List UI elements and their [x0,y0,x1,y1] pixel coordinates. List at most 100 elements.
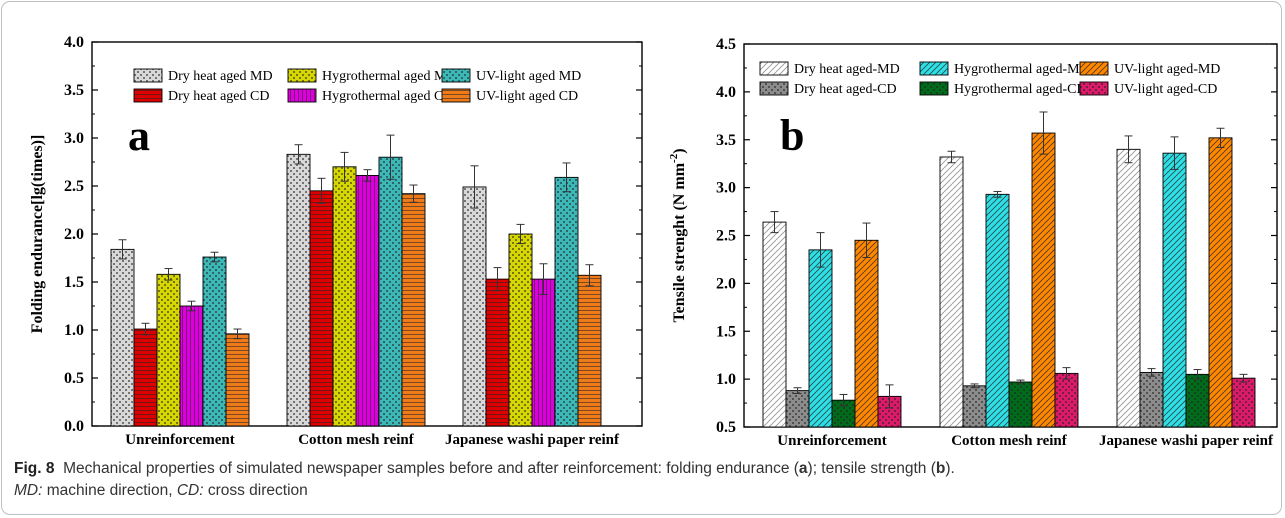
y-tick-label: 1.5 [716,323,736,340]
legend-entry: Dry heat aged MD [168,69,273,84]
legend-entry: UV-light aged-CD [1114,82,1217,97]
x-category-label: Unreinforcement [125,432,234,448]
legend-entry: Hygrothermal aged CD [322,89,453,104]
bar [808,249,833,428]
bar [1054,372,1079,428]
legend-entry: Hygrothermal aged-CD [954,82,1087,97]
y-tick-label: 0.5 [64,370,84,387]
y-tick-label: 1.0 [716,371,736,388]
caption-bold-a: a [798,460,808,477]
caption-figure-label: Fig. 8 [14,460,55,477]
bar [309,190,334,427]
bar [531,278,556,427]
legend-entry: Hygrothermal aged MD [322,69,457,84]
y-tick-label: 0.0 [64,418,84,435]
legend-entry: Dry heat aged-CD [794,82,897,97]
y-tick-label: 3.0 [64,130,84,147]
y-tick-label: 2.0 [716,275,736,292]
caption-text-2: ); tensile strength ( [807,460,936,477]
caption-bold-b: b [935,460,946,477]
bar [1116,148,1141,428]
caption-text-3: ). [945,460,955,477]
y-tick-label: 3.5 [64,82,84,99]
legend-entry: UV-light aged-MD [1114,62,1220,77]
y-tick-label: 2.5 [716,228,736,245]
figure-caption: Fig. 8 Mechanical properties of simulate… [14,458,1274,502]
bar [401,193,426,427]
caption-cd-text: cross direction [203,482,308,499]
y-tick-label: 1.0 [64,322,84,339]
bar [202,256,227,427]
bar [462,186,487,427]
y-tick-label: 0.5 [716,419,736,436]
panel-label: b [780,111,804,160]
legend-swatch [759,81,789,96]
y-tick-label: 4.5 [716,36,736,53]
bar [508,233,533,427]
legend-swatch [287,88,317,103]
chart-b-tensile-strength: 0.5 1.0 1.5 2.0 2.5 3.0 3.5 4.0 4.5 Tensile stren… [668,36,1278,449]
bar [179,305,204,427]
y-tick-label: 3.5 [716,132,736,149]
y-tick-label: 2.0 [64,226,84,243]
y-axis-label: Tensile strenght (N mm-2) [668,148,688,322]
bar [355,174,380,427]
bar [939,156,964,428]
legend-entry: Hygrothermal aged-MD [954,62,1090,77]
bar [1031,132,1056,428]
legend-swatch [1079,81,1109,96]
bar [854,239,879,428]
legend-entry: UV-light aged CD [476,89,578,104]
bar [762,221,787,428]
chart-a-folding-endurance: 0.0 0.5 1.0 1.5 2.0 2.5 3.0 3.5 4.0 Folding endur… [29,34,643,448]
legend-entry: Dry heat aged CD [168,89,269,104]
bar [962,385,987,428]
panel-label: a [128,111,150,160]
bar [1139,371,1164,428]
y-tick-label: 4.0 [716,84,736,101]
legend-swatch [919,81,949,96]
bar [1208,137,1233,428]
legend-swatch [133,88,163,103]
legend-swatch [133,68,163,83]
caption-cd-abbr: CD: [176,482,204,499]
x-category-label: Japanese washi paper reinf [1099,433,1274,449]
legend-entry: UV-light aged MD [476,69,581,84]
y-tick-label: 3.0 [716,180,736,197]
bar [378,156,403,427]
x-category-label: Unreinforcement [777,433,886,449]
x-category-label: Cotton mesh reinf [298,432,415,448]
bar [156,273,181,427]
legend-swatch [287,68,317,83]
y-tick-label: 4.0 [64,34,84,51]
legend-swatch [1079,61,1109,76]
bar [286,153,311,427]
bar [1162,152,1187,428]
bar [485,278,510,427]
bar [554,176,579,427]
caption-text-1: Mechanical properties of simulated newsp… [63,460,799,477]
bar [985,193,1010,428]
legend-swatch [441,88,471,103]
bar [1008,381,1033,428]
bar [332,166,357,427]
bar [225,333,250,427]
legend-swatch [441,68,471,83]
bar [1185,373,1210,428]
bar [110,248,135,427]
legend-entry: Dry heat aged-MD [794,62,900,77]
bar [577,274,602,427]
bar [785,390,810,428]
caption-md-text: machine direction, [42,482,177,499]
legend-swatch [759,61,789,76]
y-tick-label: 2.5 [64,178,84,195]
x-category-label: Cotton mesh reinf [951,433,1068,449]
y-axis-label: Folding endurance[lg(times)] [29,135,46,334]
bar [1231,377,1256,428]
y-tick-label: 1.5 [64,274,84,291]
legend-swatch [919,61,949,76]
x-category-label: Japanese washi paper reinf [445,432,620,448]
bar [133,328,158,427]
caption-md-abbr: MD: [14,482,43,499]
